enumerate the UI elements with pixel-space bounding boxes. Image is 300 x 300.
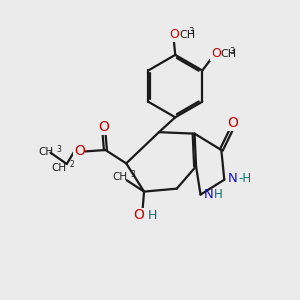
Text: -H: -H <box>238 172 252 185</box>
Text: CH: CH <box>221 49 237 59</box>
Text: 3: 3 <box>130 169 135 178</box>
Text: O: O <box>74 145 85 158</box>
Text: N: N <box>228 172 238 185</box>
Text: CH: CH <box>38 147 53 157</box>
Text: O: O <box>98 120 110 134</box>
Text: 3: 3 <box>189 28 194 37</box>
Text: H: H <box>214 188 223 201</box>
Text: CH: CH <box>113 172 128 182</box>
Text: O: O <box>211 47 221 60</box>
Text: CH: CH <box>51 163 66 172</box>
Text: 3: 3 <box>230 46 235 56</box>
Text: 3: 3 <box>56 145 61 154</box>
Text: H: H <box>148 209 157 222</box>
Text: CH: CH <box>179 30 196 40</box>
Text: N: N <box>204 188 214 201</box>
Text: O: O <box>227 116 238 130</box>
Text: O: O <box>133 208 144 222</box>
Text: O: O <box>169 28 179 41</box>
Text: 2: 2 <box>69 160 74 169</box>
